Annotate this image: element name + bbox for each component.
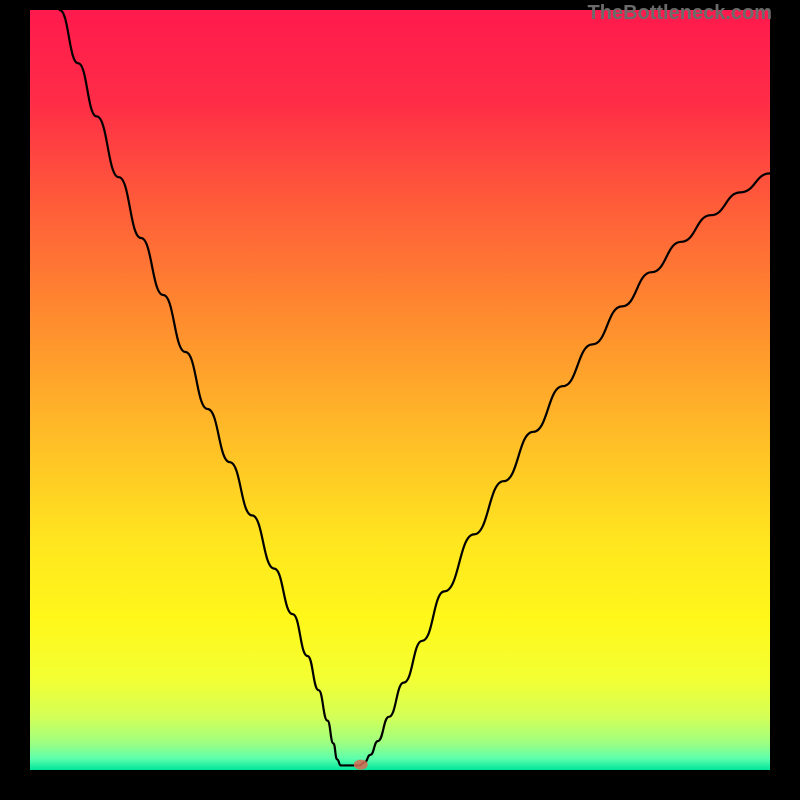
optimal-point-marker bbox=[354, 760, 368, 770]
outer-frame bbox=[0, 770, 800, 800]
bottleneck-chart bbox=[30, 10, 770, 770]
gradient-background bbox=[30, 10, 770, 770]
outer-frame bbox=[0, 0, 30, 800]
watermark-text: TheBottleneck.com bbox=[588, 2, 772, 25]
outer-frame bbox=[770, 0, 800, 800]
